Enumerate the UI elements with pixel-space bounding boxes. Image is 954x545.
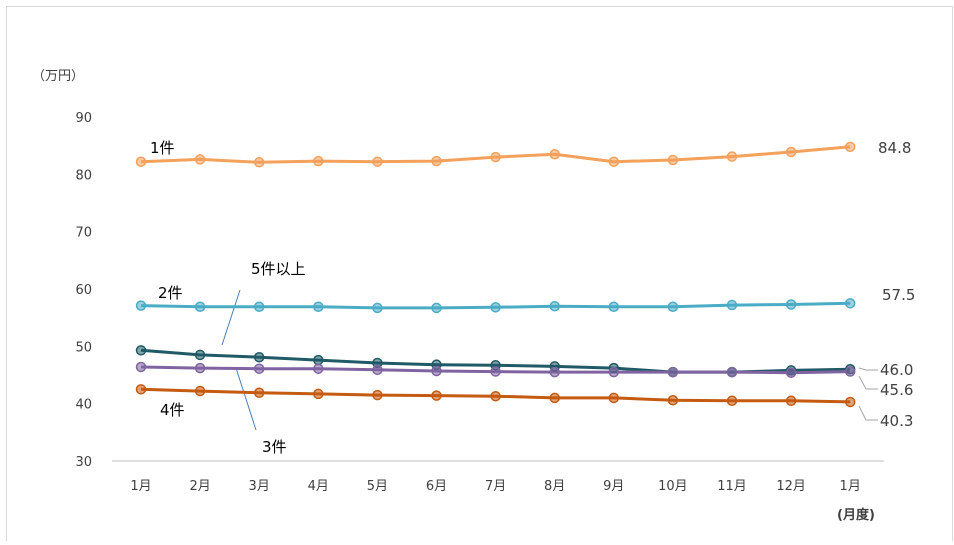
data-point bbox=[726, 299, 738, 311]
end-label-5plus: 46.0 bbox=[880, 361, 913, 379]
chart-frame bbox=[6, 6, 953, 541]
x-tick-label: 2月 bbox=[189, 479, 210, 494]
data-point bbox=[667, 154, 679, 166]
y-axis-unit: （万円） bbox=[32, 69, 84, 84]
label-leader-5plus bbox=[221, 289, 241, 346]
y-tick-label: 30 bbox=[75, 455, 92, 470]
end-label-2: 57.5 bbox=[882, 286, 915, 304]
data-point bbox=[549, 149, 560, 160]
data-point bbox=[194, 362, 206, 374]
series-label-1: 1件 bbox=[150, 139, 175, 157]
x-tick-label: 5月 bbox=[367, 479, 388, 494]
series-label-4: 4件 bbox=[160, 401, 185, 419]
data-point bbox=[372, 389, 383, 401]
data-point bbox=[844, 396, 856, 408]
end-label-1: 84.8 bbox=[878, 139, 911, 157]
data-point bbox=[313, 354, 324, 366]
data-point bbox=[313, 155, 324, 167]
data-point bbox=[253, 363, 265, 374]
x-tick-label: 8月 bbox=[544, 479, 565, 494]
data-point bbox=[194, 385, 206, 397]
data-point bbox=[667, 301, 679, 313]
x-tick-label: 1月 bbox=[840, 479, 861, 494]
data-point bbox=[726, 366, 738, 378]
data-point bbox=[135, 361, 147, 373]
data-point bbox=[313, 363, 324, 374]
data-point bbox=[194, 349, 206, 361]
x-tick-label: 11月 bbox=[717, 479, 747, 494]
data-point bbox=[253, 387, 265, 399]
data-point bbox=[549, 366, 560, 378]
data-point bbox=[844, 141, 856, 153]
y-tick-label: 50 bbox=[75, 340, 92, 355]
data-point bbox=[135, 156, 147, 167]
x-tick-label: 6月 bbox=[426, 479, 447, 494]
data-point bbox=[431, 390, 442, 401]
data-point bbox=[431, 155, 442, 167]
data-point bbox=[490, 151, 501, 163]
data-point bbox=[785, 299, 797, 310]
data-point bbox=[785, 367, 797, 378]
data-point bbox=[194, 154, 206, 165]
data-point bbox=[726, 151, 738, 162]
y-tick-label: 90 bbox=[75, 111, 92, 126]
data-point bbox=[608, 156, 620, 167]
x-tick-label: 3月 bbox=[249, 479, 270, 494]
data-point bbox=[135, 345, 147, 356]
data-point bbox=[844, 366, 856, 377]
data-point bbox=[431, 302, 442, 314]
data-point bbox=[135, 384, 147, 395]
end-label-3: 45.6 bbox=[880, 381, 913, 399]
x-tick-label: 9月 bbox=[603, 479, 624, 494]
x-tick-labels: 1月 2月 3月 4月 5月 6月 7月 8月 9月 10月 11月 12月 1月 bbox=[130, 479, 860, 494]
data-point bbox=[667, 366, 679, 378]
data-point bbox=[608, 392, 620, 404]
x-tick-label: 10月 bbox=[658, 479, 688, 494]
data-point bbox=[313, 301, 324, 313]
end-leader-4 bbox=[858, 405, 878, 421]
data-point bbox=[490, 302, 501, 313]
data-point bbox=[608, 301, 620, 313]
series-label-3: 3件 bbox=[262, 438, 287, 456]
end-leader-5plus bbox=[858, 367, 878, 371]
data-point bbox=[608, 366, 620, 378]
data-point bbox=[253, 157, 265, 168]
data-point bbox=[667, 394, 679, 406]
y-tick-label: 70 bbox=[75, 226, 92, 241]
data-point bbox=[253, 301, 265, 313]
y-tick-label: 40 bbox=[75, 398, 92, 413]
series-markers bbox=[135, 141, 856, 408]
label-leader-3 bbox=[235, 367, 257, 431]
data-point bbox=[372, 364, 383, 376]
data-point bbox=[490, 390, 501, 402]
end-label-4: 40.3 bbox=[880, 412, 913, 430]
x-tick-label: 7月 bbox=[485, 479, 506, 494]
data-point bbox=[726, 395, 738, 407]
data-point bbox=[549, 392, 560, 404]
data-point bbox=[785, 146, 797, 158]
data-point bbox=[549, 300, 560, 312]
data-point bbox=[135, 300, 147, 311]
x-tick-label: 4月 bbox=[308, 479, 329, 494]
data-point bbox=[372, 302, 383, 314]
y-tick-label: 60 bbox=[75, 283, 92, 298]
end-leader-3 bbox=[858, 375, 878, 390]
x-tick-label: 12月 bbox=[776, 479, 806, 494]
data-point bbox=[313, 388, 324, 400]
data-point bbox=[785, 395, 797, 407]
series-label-5plus: 5件以上 bbox=[251, 260, 306, 278]
data-point bbox=[194, 301, 206, 313]
y-tick-labels: 30 40 50 60 70 80 90 bbox=[75, 111, 92, 470]
data-point bbox=[253, 351, 265, 363]
x-tick-label: 1月 bbox=[130, 479, 151, 494]
data-point bbox=[431, 365, 442, 377]
series-label-2: 2件 bbox=[158, 284, 183, 302]
data-point bbox=[844, 298, 856, 309]
y-tick-label: 80 bbox=[75, 168, 92, 183]
data-point bbox=[372, 156, 383, 167]
data-point bbox=[490, 366, 501, 377]
x-axis-unit: (月度) bbox=[837, 507, 875, 523]
